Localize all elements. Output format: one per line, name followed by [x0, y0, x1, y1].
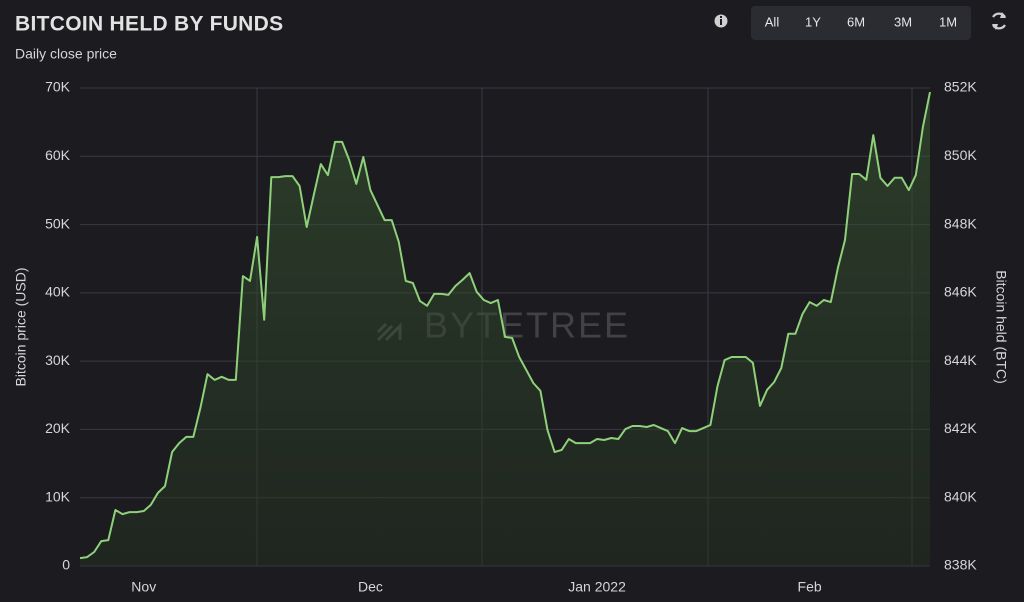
- y-tick-label: 20K: [45, 420, 71, 436]
- y2-tick-label: 848K: [944, 215, 977, 231]
- x-tick-label: Feb: [798, 579, 822, 595]
- info-icon-bar: [720, 19, 722, 25]
- y-tick-label: 60K: [45, 147, 71, 163]
- y-tick-label: 70K: [45, 79, 71, 95]
- y-axis-title: Bitcoin price (USD): [13, 267, 29, 386]
- range-button[interactable]: 6M: [847, 14, 865, 29]
- chart-subtitle: Daily close price: [15, 46, 117, 62]
- y2-tick-label: 850K: [944, 147, 977, 163]
- y2-tick-label: 846K: [944, 284, 977, 300]
- range-button[interactable]: 1Y: [805, 14, 821, 29]
- range-selector: [751, 6, 971, 40]
- y2-tick-label: 842K: [944, 420, 977, 436]
- y-tick-label: 30K: [45, 352, 71, 368]
- y-tick-label: 40K: [45, 284, 71, 300]
- range-button[interactable]: 1M: [939, 14, 957, 29]
- y2-tick-label: 838K: [944, 557, 977, 573]
- range-button[interactable]: 3M: [894, 14, 912, 29]
- info-icon-dot: [720, 16, 722, 18]
- x-tick-label: Dec: [358, 579, 383, 595]
- x-tick-label: Jan 2022: [568, 579, 626, 595]
- area-fill: [80, 92, 930, 566]
- y-tick-label: 0: [62, 557, 70, 573]
- refresh-arrow: [992, 12, 1006, 30]
- refresh-icon[interactable]: [992, 12, 1006, 30]
- y2-tick-label: 840K: [944, 488, 977, 504]
- x-tick-label: Nov: [131, 579, 156, 595]
- range-button[interactable]: All: [765, 14, 780, 29]
- y-tick-label: 10K: [45, 488, 71, 504]
- line: [79, 91, 931, 560]
- chart-title: BITCOIN HELD BY FUNDS: [15, 13, 283, 36]
- y2-tick-label: 852K: [944, 79, 977, 95]
- y2-tick-label: 844K: [944, 352, 977, 368]
- y2-axis-title: Bitcoin held (BTC): [993, 270, 1009, 384]
- y-tick-label: 50K: [45, 215, 71, 231]
